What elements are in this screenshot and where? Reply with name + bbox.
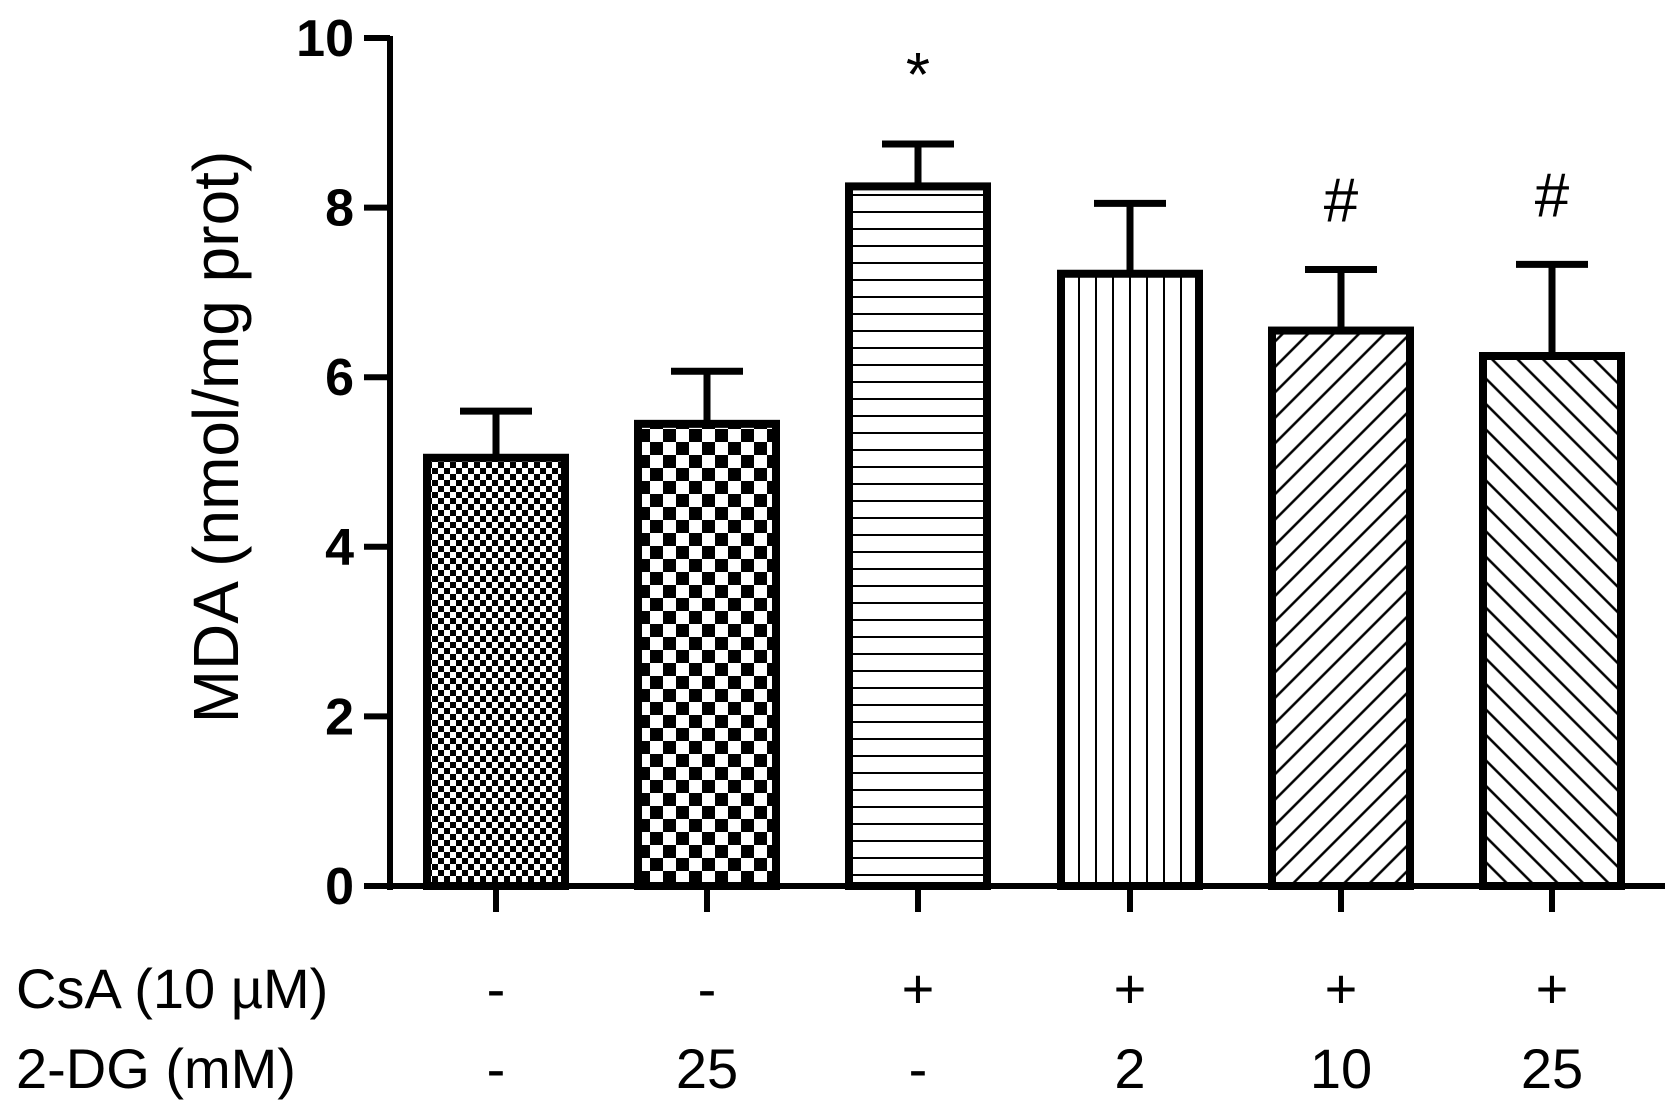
- condition-value: -: [698, 957, 717, 1020]
- condition-value: +: [1536, 957, 1569, 1020]
- y-tick-label: 0: [325, 858, 354, 916]
- condition-table: CsA (10 µM) - - + + + +2-DG (mM) - 25 - 2 10 25: [16, 957, 1583, 1100]
- significance-mark: *: [906, 41, 930, 110]
- condition-value: +: [902, 957, 935, 1020]
- bar: [1479, 352, 1625, 890]
- condition-value: 10: [1310, 1037, 1372, 1100]
- y-axis: 0 2 4 6 8 10: [296, 10, 393, 916]
- condition-row-label: CsA (10 µM): [16, 957, 328, 1020]
- significance-mark: #: [1535, 161, 1570, 230]
- y-tick-label: 4: [325, 519, 354, 577]
- condition-value: -: [487, 957, 506, 1020]
- condition-value: +: [1325, 957, 1358, 1020]
- y-tick-label: 2: [325, 688, 354, 746]
- condition-row-label: 2-DG (mM): [16, 1037, 296, 1100]
- condition-value: -: [487, 1037, 506, 1100]
- condition-value: 25: [1521, 1037, 1583, 1100]
- bars: * # #: [423, 41, 1625, 890]
- y-tick-label: 8: [325, 180, 354, 238]
- bar: [634, 419, 780, 890]
- y-tick-label: 10: [296, 10, 354, 68]
- y-axis-title: MDA (nmol/mg prot): [180, 151, 252, 724]
- bar: [1268, 326, 1414, 890]
- bar: [845, 182, 991, 890]
- significance-mark: #: [1324, 167, 1359, 236]
- y-tick-label: 6: [325, 349, 354, 407]
- condition-value: +: [1114, 957, 1147, 1020]
- condition-value: -: [909, 1037, 928, 1100]
- bar: [1057, 269, 1203, 890]
- condition-value: 25: [676, 1037, 738, 1100]
- condition-value: 2: [1114, 1037, 1145, 1100]
- x-axis: [387, 883, 1665, 912]
- bar: [423, 453, 569, 890]
